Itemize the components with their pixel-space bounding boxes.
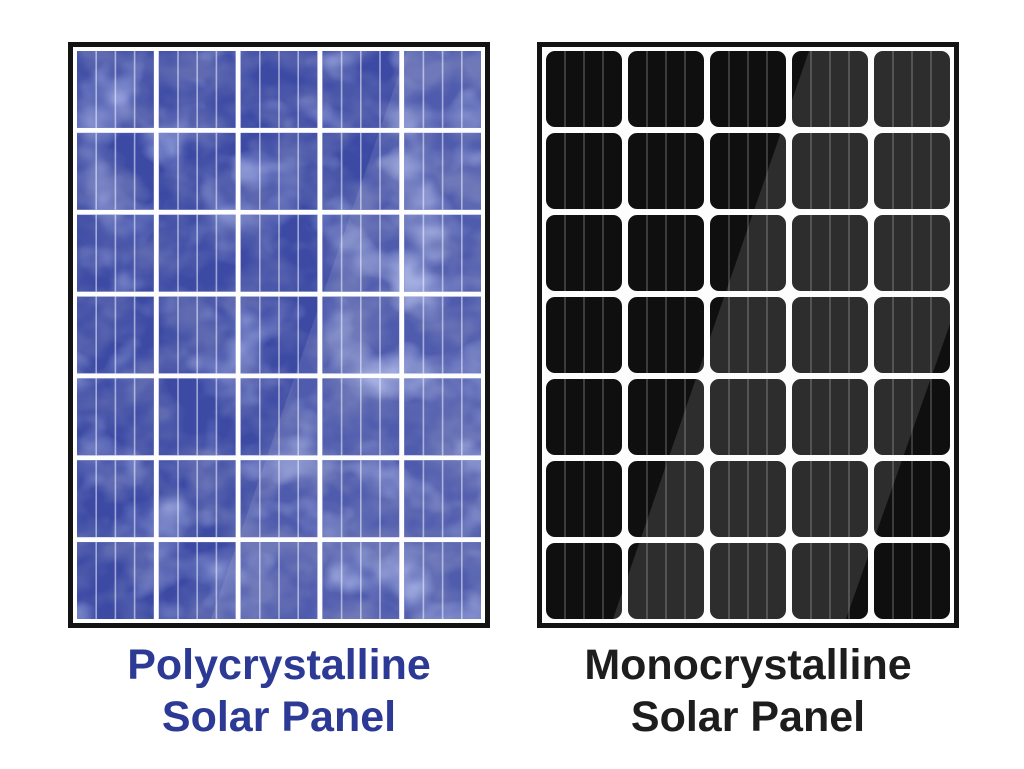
polycrystalline-caption-line2: Solar Panel bbox=[161, 692, 397, 741]
monocrystalline-panel-art bbox=[546, 51, 950, 619]
polycrystalline-caption: Polycrystalline Solar Panel bbox=[68, 640, 490, 743]
monocrystalline-panel bbox=[537, 42, 959, 628]
polycrystalline-panel-art bbox=[77, 51, 481, 619]
monocrystalline-caption-line1: Monocrystalline bbox=[584, 641, 912, 689]
polycrystalline-panel bbox=[68, 42, 490, 628]
monocrystalline-caption: Monocrystalline Solar Panel bbox=[537, 640, 959, 743]
monocrystalline-caption-line2: Solar Panel bbox=[630, 692, 866, 741]
polycrystalline-caption-line1: Polycrystalline bbox=[127, 641, 431, 689]
